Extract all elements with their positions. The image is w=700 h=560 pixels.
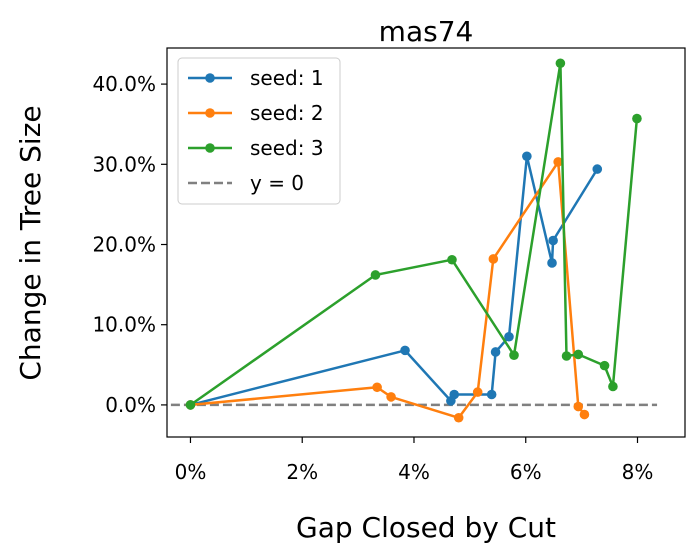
x-axis-label: Gap Closed by Cut (296, 511, 556, 544)
legend-box (177, 57, 341, 205)
data-point-s2-9 (579, 409, 590, 420)
data-point-s3-1 (185, 400, 196, 410)
data-point-s1-9 (547, 258, 557, 268)
data-point-s1-2 (400, 345, 410, 356)
data-point-s1-4 (449, 389, 460, 400)
x-tick-label-4: 6% (510, 460, 542, 484)
data-point-s1-11 (592, 164, 603, 174)
y-tick-label-5: 40.0% (92, 72, 156, 96)
plot-frame (166, 47, 686, 438)
data-point-s1-8 (522, 151, 532, 162)
data-point-s2-2 (372, 382, 382, 393)
data-point-s2-7 (553, 157, 563, 167)
data-point-s2-5 (472, 387, 483, 397)
x-tick-label-3: 4% (398, 460, 430, 484)
legend-marker-3 (205, 143, 215, 153)
data-point-s3-7 (573, 349, 584, 360)
data-point-s2-4 (453, 412, 464, 423)
data-point-s3-4 (509, 350, 519, 360)
series-line-3 (189, 61, 639, 406)
legend: seed: 1 seed: 2 seed: 3 y = 0 (177, 57, 341, 205)
legend-marker-1 (205, 73, 215, 83)
plot-area (170, 58, 658, 423)
legend-label-1: seed: 1 (250, 66, 324, 90)
data-point-s3-10 (632, 113, 642, 124)
data-point-s2-6 (488, 254, 499, 264)
data-point-s3-9 (608, 381, 618, 392)
legend-label-4: y = 0 (250, 171, 304, 195)
data-point-s3-8 (599, 360, 610, 371)
y-tick-label-2: 10.0% (92, 313, 156, 337)
data-point-s3-3 (447, 254, 457, 265)
data-point-s3-2 (370, 270, 381, 280)
data-point-s2-8 (573, 401, 584, 412)
legend-marker-2 (205, 108, 215, 118)
data-point-s1-10 (548, 235, 558, 246)
y-tick-label-4: 30.0% (92, 152, 156, 176)
data-point-s3-6 (561, 351, 572, 361)
x-tick-label-2: 2% (286, 460, 318, 484)
y-tick-label-1: 0.0% (105, 393, 156, 417)
y-tick-label-3: 20.0% (92, 233, 156, 257)
y-axis-label: Change in Tree Size (14, 105, 47, 380)
chart-title: mas74 (379, 15, 474, 48)
data-point-s3-5 (555, 58, 566, 69)
axes: 0% 2% 4% 6% 8% 0.0% 10.0% 20.0% 30.0% 40.0% (92, 47, 686, 484)
data-point-s2-3 (386, 392, 396, 402)
legend-label-3: seed: 3 (250, 136, 324, 160)
x-tick-label-5: 8% (622, 460, 654, 484)
data-point-s1-7 (504, 331, 514, 342)
legend-label-2: seed: 2 (250, 101, 324, 125)
x-tick-label-1: 0% (175, 460, 207, 484)
data-point-s1-6 (490, 347, 501, 357)
data-point-s1-5 (486, 389, 497, 400)
